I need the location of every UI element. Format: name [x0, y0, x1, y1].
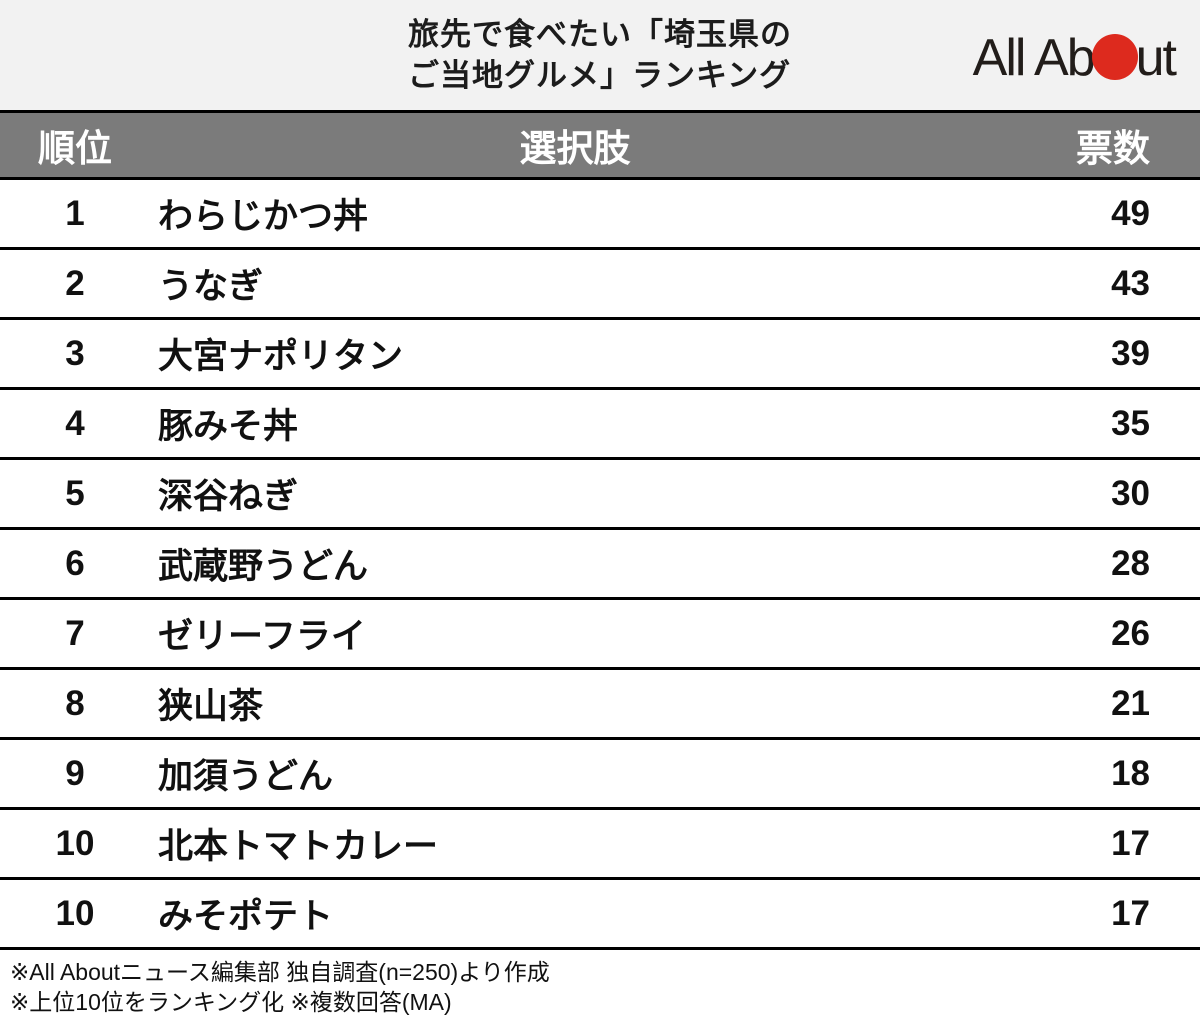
- rank-cell: 10: [55, 823, 95, 863]
- votes-cell: 26: [1111, 613, 1150, 653]
- table-row: 9 加須うどん 18: [0, 740, 1200, 810]
- choice-cell: 武蔵野うどん: [158, 547, 369, 586]
- votes-cell: 28: [1111, 543, 1150, 583]
- footnote: ※All Aboutニュース編集部 独自調査(n=250)より作成 ※上位10位…: [0, 950, 1200, 1017]
- rank-cell: 9: [65, 753, 85, 793]
- footnote-line-2: ※上位10位をランキング化 ※複数回答(MA): [10, 989, 452, 1015]
- table-row: 1 わらじかつ丼 49: [0, 180, 1200, 250]
- table-row: 2 うなぎ 43: [0, 250, 1200, 320]
- votes-cell: 21: [1111, 683, 1150, 723]
- rank-cell: 6: [65, 543, 85, 583]
- title-line-2: ご当地グルメ」ランキング: [408, 58, 792, 93]
- table-row: 10 みそポテト 17: [0, 880, 1200, 950]
- logo-red-dot-icon: [1091, 34, 1138, 80]
- table-row: 8 狭山茶 21: [0, 670, 1200, 740]
- votes-cell: 17: [1111, 893, 1150, 933]
- rank-cell: 4: [65, 403, 85, 443]
- choice-cell: 狭山茶: [158, 687, 264, 726]
- rank-cell: 2: [65, 263, 85, 303]
- votes-cell: 30: [1111, 473, 1150, 513]
- votes-cell: 17: [1111, 823, 1150, 863]
- votes-cell: 43: [1111, 263, 1150, 303]
- column-header-votes: 票数: [1076, 128, 1150, 169]
- rank-cell: 5: [65, 473, 85, 513]
- rank-cell: 3: [65, 333, 85, 373]
- table-header-row: 順位 選択肢 票数: [0, 110, 1200, 180]
- votes-cell: 35: [1111, 403, 1150, 443]
- choice-cell: うなぎ: [158, 267, 264, 306]
- table-row: 5 深谷ねぎ 30: [0, 460, 1200, 530]
- table-row: 4 豚みそ丼 35: [0, 390, 1200, 460]
- rank-cell: 8: [65, 683, 85, 723]
- table-row: 7 ゼリーフライ 26: [0, 600, 1200, 670]
- all-about-logo: All Ab ut: [972, 29, 1177, 87]
- logo-text-left: All Ab: [972, 29, 1096, 87]
- choice-cell: 大宮ナポリタン: [158, 337, 404, 376]
- choice-cell: みそポテト: [158, 897, 334, 936]
- title-zone: 旅先で食べたい「埼玉県の ご当地グルメ」ランキング All Ab ut: [0, 0, 1200, 110]
- choice-cell: 加須うどん: [158, 757, 334, 796]
- votes-cell: 49: [1111, 193, 1150, 233]
- rank-cell: 10: [55, 893, 95, 933]
- column-header-choice: 選択肢: [519, 128, 631, 169]
- table-row: 6 武蔵野うどん 28: [0, 530, 1200, 600]
- rank-cell: 1: [65, 193, 85, 233]
- choice-cell: 豚みそ丼: [158, 407, 299, 446]
- title-line-1: 旅先で食べたい「埼玉県の: [408, 17, 792, 52]
- rank-cell: 7: [65, 613, 85, 653]
- votes-cell: 18: [1111, 753, 1150, 793]
- votes-cell: 39: [1111, 333, 1150, 373]
- choice-cell: 深谷ねぎ: [158, 477, 299, 516]
- table-row: 3 大宮ナポリタン 39: [0, 320, 1200, 390]
- choice-cell: ゼリーフライ: [158, 617, 366, 656]
- column-header-rank: 順位: [38, 128, 112, 169]
- footnote-line-1: ※All Aboutニュース編集部 独自調査(n=250)より作成: [10, 959, 550, 985]
- choice-cell: わらじかつ丼: [158, 197, 369, 236]
- logo-text-right: ut: [1135, 29, 1177, 87]
- table-row: 10 北本トマトカレー 17: [0, 810, 1200, 880]
- ranking-table-body: 1 わらじかつ丼 49 2 うなぎ 43 3 大宮ナポリタン 39 4 豚みそ丼…: [0, 180, 1200, 950]
- page-title: 旅先で食べたい「埼玉県の ご当地グルメ」ランキング: [0, 14, 1200, 96]
- choice-cell: 北本トマトカレー: [158, 827, 439, 866]
